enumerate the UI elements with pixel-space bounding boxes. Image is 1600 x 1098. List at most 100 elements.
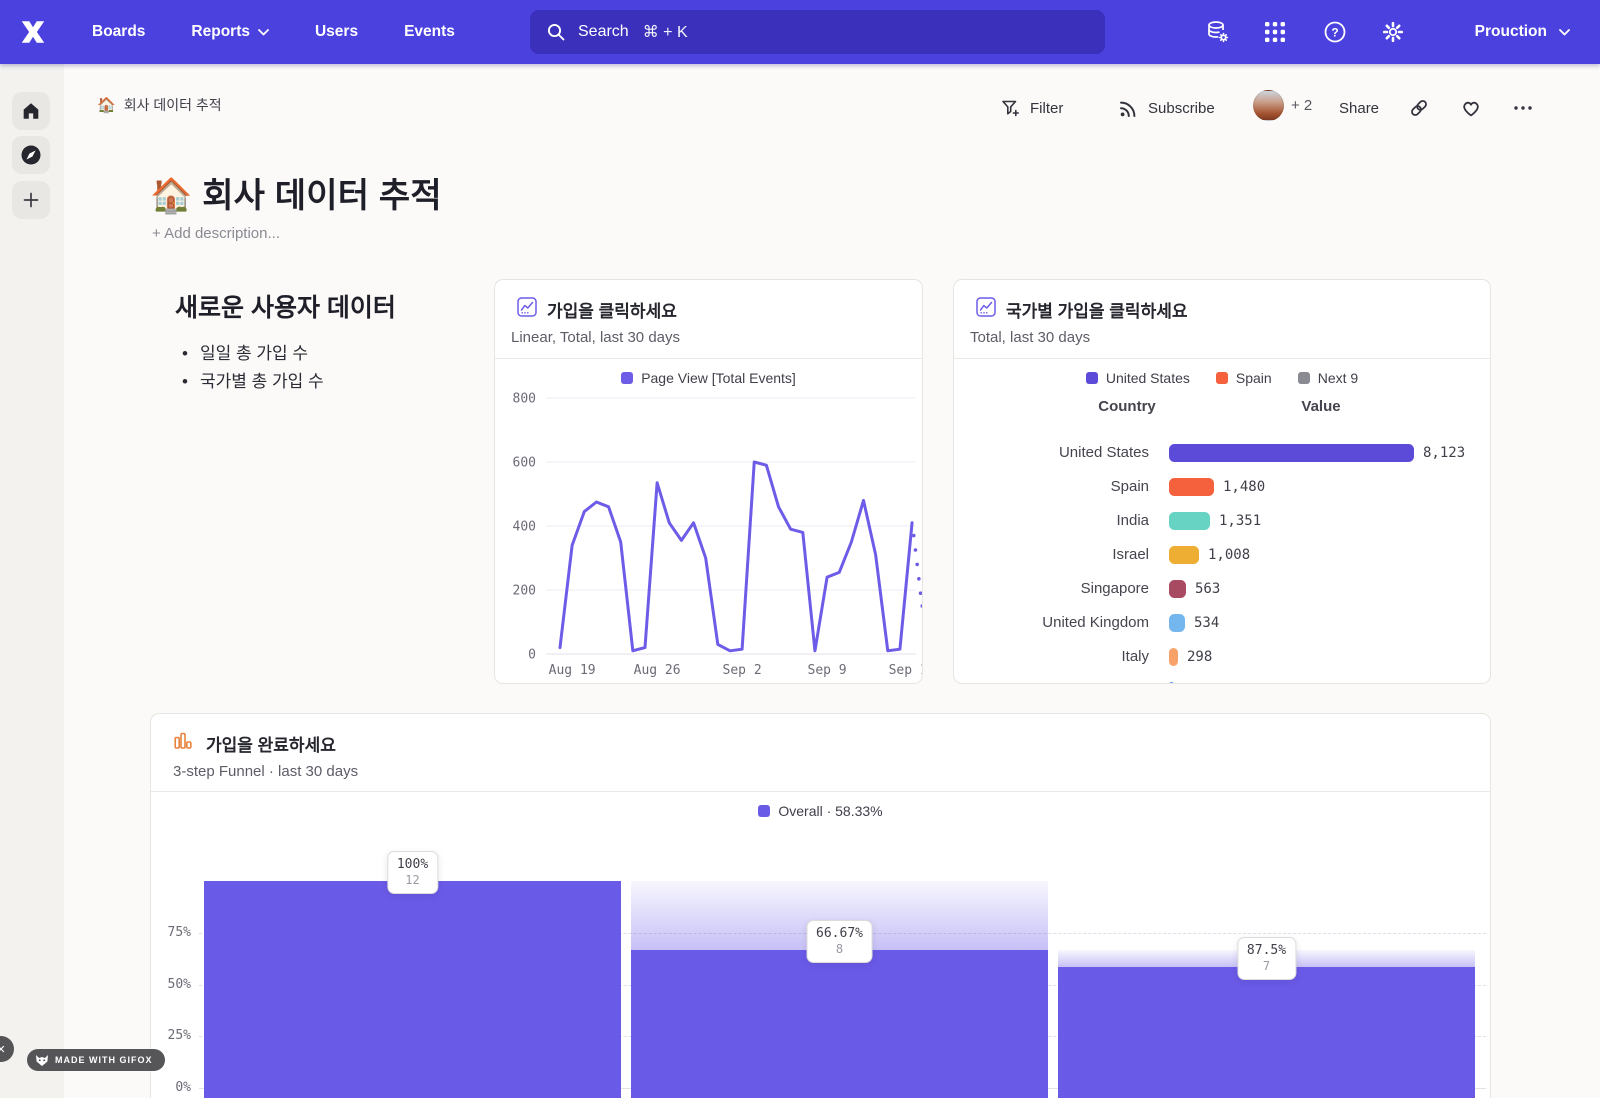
breadcrumb[interactable]: 🏠 회사 데이터 추적: [97, 95, 222, 115]
subscribe-label: Subscribe: [1148, 99, 1215, 117]
rss-icon: [1120, 101, 1136, 117]
funnel-bar-step-1[interactable]: [204, 881, 621, 1098]
table-row: Singapore 563: [954, 572, 1490, 606]
table-row: India 1,351: [954, 504, 1490, 538]
legend-swatch: [1215, 372, 1228, 384]
funnel-card-icon: [174, 732, 192, 749]
search-label: Search: [578, 23, 629, 40]
country-bar[interactable]: [1169, 512, 1210, 530]
search-shortcut: ⌘ + K: [642, 24, 688, 41]
legend-label: Overall · 58.33%: [778, 803, 883, 819]
share-button[interactable]: Share: [1339, 93, 1379, 123]
country-bar[interactable]: [1169, 444, 1414, 462]
country-bar[interactable]: [1169, 614, 1185, 632]
svg-text:Aug 19: Aug 19: [549, 663, 596, 678]
funnel-ytick: 50%: [167, 976, 191, 992]
add-description[interactable]: + Add description...: [152, 225, 280, 242]
plus-icon: [23, 192, 39, 208]
column-header-value: Value: [1301, 398, 1341, 415]
country-bar[interactable]: [1169, 682, 1174, 683]
legend-item[interactable]: Overall · 58.33%: [758, 803, 883, 819]
search-input[interactable]: Search ⌘ + K: [530, 10, 1105, 54]
funnel-ytick: 75%: [167, 924, 191, 940]
funnel-ytick: 0%: [175, 1080, 191, 1095]
chevron-down-icon: [1559, 28, 1570, 35]
svg-text:0: 0: [528, 648, 536, 663]
funnel-step-tooltip: 100% 12: [386, 851, 439, 894]
svg-text:Sep 16: Sep 16: [889, 663, 923, 678]
country-value: 1,008: [1208, 547, 1251, 563]
country-bar[interactable]: [1169, 648, 1178, 666]
nav-item-events[interactable]: Events: [404, 23, 455, 40]
legend-label: Next 9: [1317, 370, 1359, 386]
mixpanel-logo-icon[interactable]: [18, 17, 48, 47]
svg-text:200: 200: [513, 584, 536, 599]
legend-swatch: [1297, 372, 1310, 384]
gifox-label: MADE WITH GIFOX: [55, 1055, 153, 1065]
funnel-step-tooltip: 87.5% 7: [1236, 937, 1297, 981]
country-bar[interactable]: [1169, 580, 1186, 598]
divider: [954, 358, 1490, 359]
gifox-badge: MADE WITH GIFOX: [27, 1049, 165, 1071]
country-value: 8,123: [1423, 445, 1466, 461]
settings-gear-icon[interactable]: [1380, 19, 1406, 45]
legend-item[interactable]: Next 9: [1297, 370, 1359, 386]
country-value: 534: [1194, 615, 1220, 631]
country-chart-legend: United States Spain Next 9: [954, 370, 1490, 386]
data-management-icon[interactable]: [1205, 19, 1231, 45]
country-name: United States: [1058, 444, 1149, 461]
legend-label: Page View [Total Events]: [641, 370, 796, 386]
line-chart-subtitle: Linear, Total, last 30 days: [511, 329, 680, 346]
home-button[interactable]: [12, 92, 50, 130]
home-icon: [23, 103, 39, 119]
add-board-button[interactable]: [12, 181, 50, 219]
country-chart-title: 국가별 가입을 클릭하세요: [1006, 302, 1188, 321]
discover-button[interactable]: [12, 136, 50, 174]
legend-swatch: [758, 805, 771, 817]
funnel-bar-step-2[interactable]: [631, 949, 1048, 1098]
funnel-plot: 75% 50% 25% 0% 100% 12 66.67% 8 87.5% 7: [151, 714, 1490, 1098]
country-value: 563: [1195, 581, 1221, 597]
funnel-card[interactable]: 가입을 완료하세요 3-step Funnel · last 30 days O…: [150, 713, 1491, 1098]
filter-button[interactable]: Filter: [1000, 93, 1063, 123]
page-title-emoji: 🏠: [150, 177, 193, 215]
favorite-button[interactable]: [1460, 93, 1482, 123]
nav-item-users[interactable]: Users: [314, 23, 359, 40]
country-bar-card[interactable]: 국가별 가입을 클릭하세요 Total, last 30 days United…: [953, 279, 1491, 684]
country-bar[interactable]: [1169, 546, 1199, 564]
link-icon: [1411, 100, 1427, 116]
legend-swatch: [1085, 372, 1098, 384]
legend-item[interactable]: United States: [1085, 370, 1190, 386]
country-bar[interactable]: [1169, 478, 1214, 496]
breadcrumb-emoji: 🏠: [97, 97, 116, 114]
table-row: United Kingdom 534: [954, 606, 1490, 640]
funnel-step-count: 7: [1262, 959, 1271, 974]
table-row: Israel 1,008: [954, 538, 1490, 572]
more-menu-button[interactable]: [1512, 93, 1534, 123]
help-icon[interactable]: ?: [1322, 19, 1348, 45]
legend-label: Spain: [1235, 370, 1272, 386]
line-chart-plot[interactable]: 0 200 400 600 800 Aug 19 Aug 26 Sep 2 Sep 9 Sep 1…: [498, 386, 923, 678]
section-heading: 새로운 사용자 데이터: [175, 294, 396, 322]
funnel-bar-step-3[interactable]: [1058, 967, 1475, 1098]
avatar[interactable]: [1253, 90, 1284, 121]
country-value: 298: [1187, 649, 1213, 665]
line-chart-card-icon: [517, 297, 537, 317]
apps-grid-icon[interactable]: [1262, 19, 1288, 45]
breadcrumb-label: 회사 데이터 추적: [123, 97, 222, 113]
copy-link-button[interactable]: [1408, 93, 1430, 123]
gifox-close-button[interactable]: ✕: [0, 1036, 14, 1062]
project-selector[interactable]: Prouction: [1475, 0, 1570, 64]
project-name: Prouction: [1474, 23, 1547, 40]
search-icon: [547, 23, 565, 41]
share-label: Share: [1339, 99, 1380, 117]
nav-item-boards[interactable]: Boards: [92, 23, 146, 40]
nav-item-reports[interactable]: Reports: [191, 23, 269, 41]
legend-item[interactable]: Page View [Total Events]: [621, 370, 796, 386]
country-name: India: [1116, 512, 1149, 529]
subscribe-button[interactable]: Subscribe: [1118, 93, 1215, 123]
line-chart-card[interactable]: 가입을 클릭하세요 Linear, Total, last 30 days Pa…: [494, 279, 923, 684]
country-chart-subtitle: Total, last 30 days: [970, 329, 1091, 346]
legend-item[interactable]: Spain: [1215, 370, 1272, 386]
avatar-extra-count[interactable]: + 2: [1291, 97, 1313, 114]
